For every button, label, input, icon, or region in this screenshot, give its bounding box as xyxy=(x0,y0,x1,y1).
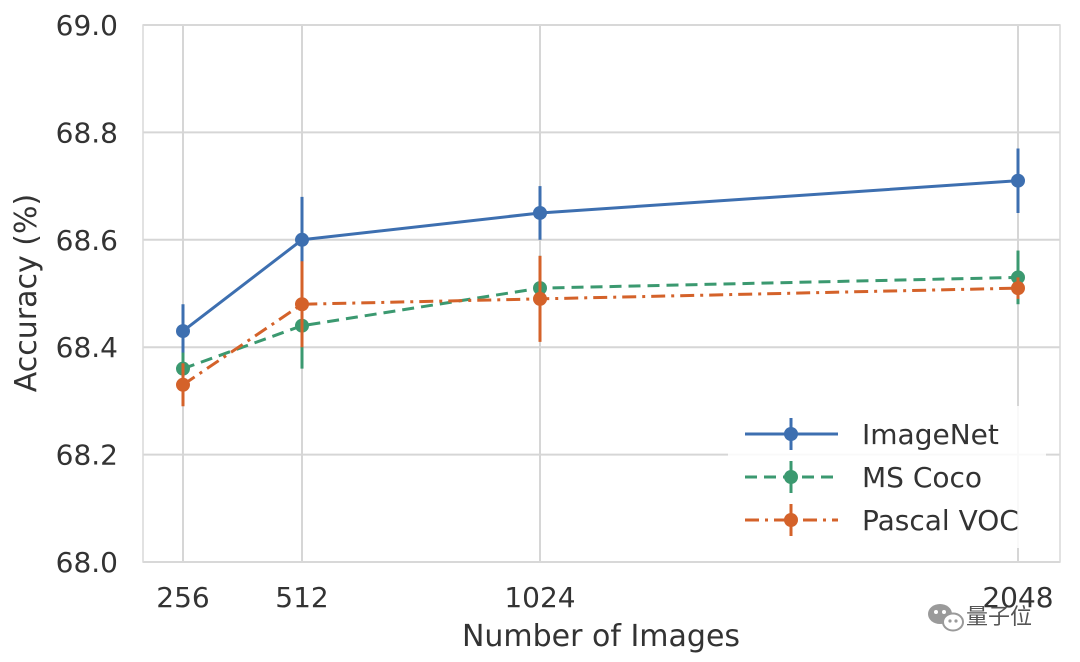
x-tick-label: 1024 xyxy=(504,581,575,614)
wechat-icon xyxy=(928,604,964,632)
y-tick-label: 68.8 xyxy=(56,116,118,149)
y-tick-label: 68.4 xyxy=(56,331,118,364)
y-tick-label: 68.6 xyxy=(56,224,118,257)
x-axis-title: Number of Images xyxy=(462,619,740,654)
x-tick-labels: 256 512 1024 2048 xyxy=(156,581,1053,614)
legend-label: MS Coco xyxy=(862,461,982,494)
y-axis-title: Accuracy (%) xyxy=(9,194,44,392)
legend-label: ImageNet xyxy=(862,418,999,451)
series-line xyxy=(182,286,1019,387)
plot-frame xyxy=(142,24,1061,563)
legend-box xyxy=(728,406,1046,548)
y-tick-label: 68.0 xyxy=(56,546,118,579)
data-point xyxy=(1011,173,1025,188)
x-tick-label: 256 xyxy=(156,581,209,614)
legend-label: Pascal VOC xyxy=(862,504,1019,537)
y-tick-label: 68.2 xyxy=(56,439,118,472)
legend-item: Pascal VOC xyxy=(745,504,1019,537)
series-imagenet xyxy=(176,148,1025,358)
series-line xyxy=(182,179,1019,333)
series-pascal-voc xyxy=(176,255,1025,407)
legend-item: ImageNet xyxy=(745,418,999,451)
watermark: 量子位 xyxy=(928,604,1032,632)
data-point xyxy=(295,297,309,312)
data-point xyxy=(176,377,190,392)
data-point xyxy=(533,291,547,306)
legend-marker xyxy=(784,513,798,527)
data-point xyxy=(533,205,547,220)
legend-item: MS Coco xyxy=(745,461,982,494)
x-tick-label: 512 xyxy=(275,581,328,614)
series-line xyxy=(182,275,1019,371)
y-tick-labels: 68.0 68.2 68.4 68.6 68.8 69.0 xyxy=(56,9,118,579)
data-point xyxy=(1011,281,1025,296)
legend-marker xyxy=(784,470,798,484)
data-point xyxy=(176,324,190,339)
watermark-text: 量子位 xyxy=(966,605,1032,630)
legend-marker xyxy=(784,427,798,441)
x-tick-label: 2048 xyxy=(982,581,1053,614)
data-point xyxy=(295,232,309,247)
legend: ImageNet MS Coco Pascal VOC xyxy=(728,406,1046,548)
y-tick-label: 69.0 xyxy=(56,9,118,42)
legend-items: ImageNet MS Coco Pascal VOC xyxy=(745,418,1019,537)
series-layer xyxy=(176,148,1025,407)
